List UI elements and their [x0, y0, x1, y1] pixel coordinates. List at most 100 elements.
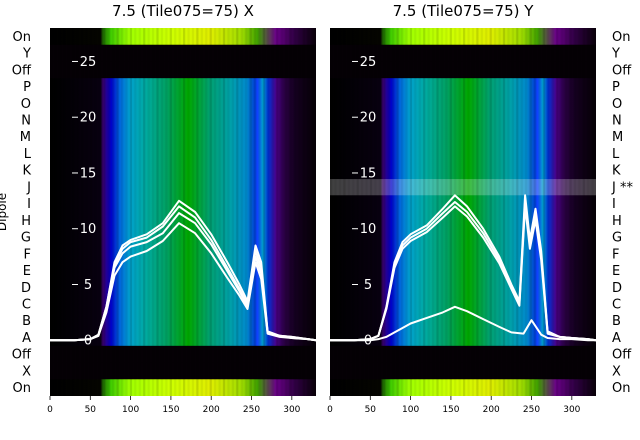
heatmap-band — [120, 28, 124, 396]
row-label: D — [21, 281, 31, 296]
heatmap-row — [330, 379, 596, 396]
overlay-tick-label: 0 — [364, 334, 372, 349]
heatmap-band — [125, 28, 128, 396]
heatmap-band — [214, 28, 217, 396]
heatmap-band — [253, 28, 257, 396]
heatmap-band — [85, 28, 88, 396]
heatmap-row — [50, 94, 316, 113]
heatmap-band — [227, 28, 230, 396]
heatmap-row — [50, 78, 316, 96]
series-line — [50, 222, 316, 342]
x-tick-label: 200 — [483, 405, 500, 415]
heatmap-band — [573, 28, 577, 396]
heatmap-band — [458, 28, 461, 396]
row-label: H — [21, 214, 31, 229]
heatmap-band — [112, 28, 115, 396]
row-label: E — [612, 264, 620, 279]
heatmap-band — [103, 28, 106, 396]
heatmap-row — [330, 61, 596, 79]
heatmap-band — [165, 28, 168, 396]
heatmap-band — [94, 28, 97, 396]
heatmap-band — [463, 28, 466, 396]
heatmap-row — [50, 362, 316, 380]
row-label: X — [612, 364, 621, 379]
heatmap-band — [414, 28, 417, 396]
heatmap-row — [50, 212, 316, 230]
heatmap-row — [330, 212, 596, 230]
heatmap-row — [50, 145, 316, 163]
overlay-tick-label: 15 — [80, 166, 97, 181]
heatmap-band — [511, 28, 514, 396]
row-label: C — [22, 298, 31, 313]
heatmap-row — [330, 44, 596, 62]
row-label: F — [612, 247, 619, 262]
heatmap-band — [498, 28, 501, 396]
heatmap-band — [143, 28, 146, 396]
heatmap-row — [50, 345, 316, 364]
heatmap-band — [258, 28, 261, 396]
row-label: L — [612, 147, 620, 162]
heatmap-band — [467, 28, 470, 396]
heatmap-band — [271, 28, 274, 396]
heatmap-band — [582, 28, 585, 396]
heatmap-band — [147, 28, 150, 396]
heatmap-row — [50, 128, 316, 146]
heatmap-band — [302, 28, 305, 396]
panel-x: 7.5 (Tile075=75) X OnYOffPONMLKJIHGFEDCB… — [12, 2, 316, 415]
x-tick-label: 50 — [85, 405, 97, 415]
heatmap-band — [347, 28, 350, 396]
heatmap-row — [330, 178, 596, 196]
row-label: Y — [22, 47, 31, 62]
heatmap-band — [116, 28, 119, 396]
heatmap-row — [330, 362, 596, 380]
heatmap-band — [494, 28, 497, 396]
heatmap-band — [356, 28, 359, 396]
heatmap-row — [50, 161, 316, 180]
heatmap-row — [330, 278, 596, 297]
x-tick-label: 200 — [203, 405, 220, 415]
heatmap-row — [330, 111, 596, 129]
heatmap-band — [418, 28, 421, 396]
heatmap-band — [222, 28, 226, 396]
heatmap-band — [58, 28, 62, 396]
overlay-tick-label: 20 — [360, 111, 377, 126]
heatmap-row — [50, 379, 316, 396]
heatmap-band — [352, 28, 355, 396]
heatmap-band — [200, 28, 203, 396]
heatmap-band — [436, 28, 439, 396]
row-label: On — [612, 381, 630, 396]
row-label: A — [612, 331, 621, 346]
overlay-tick-label: 15 — [360, 166, 377, 181]
panel-x-title: 7.5 (Tile075=75) X — [112, 2, 254, 20]
heatmap-band — [343, 28, 346, 396]
heatmap-band — [284, 28, 288, 396]
overlay-tick-label: 0 — [84, 334, 92, 349]
heatmap-band — [520, 28, 523, 396]
heatmap-band — [249, 28, 252, 396]
row-label: C — [612, 298, 621, 313]
heatmap-band — [542, 28, 546, 396]
heatmap-band — [423, 28, 426, 396]
panel-x-x-ticks: 0 50 100 150 200 250 300 — [47, 396, 301, 415]
heatmap-row — [50, 312, 316, 330]
row-label: K — [22, 164, 31, 179]
row-label: E — [23, 264, 31, 279]
heatmap-band — [547, 28, 550, 396]
row-label: J — [26, 180, 31, 195]
heatmap-band — [50, 28, 53, 396]
heatmap-row — [50, 111, 316, 129]
row-label: On — [612, 30, 630, 45]
heatmap-band — [156, 28, 159, 396]
row-label: I — [27, 197, 31, 212]
heatmap-band — [205, 28, 208, 396]
row-label: B — [612, 314, 621, 329]
row-label: On — [13, 30, 31, 45]
row-label: J ** — [611, 180, 633, 195]
heatmap-band — [538, 28, 541, 396]
heatmap-band — [560, 28, 563, 396]
row-label: G — [612, 231, 622, 246]
heatmap-band — [236, 28, 239, 396]
heatmap-band — [276, 28, 279, 396]
heatmap-band — [591, 28, 594, 396]
